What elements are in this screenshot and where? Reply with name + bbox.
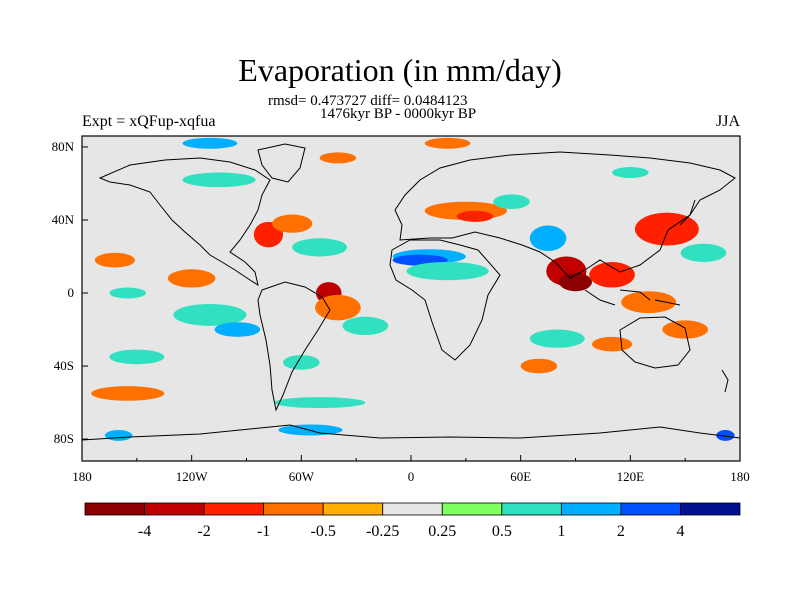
colorbar-swatch xyxy=(680,502,741,516)
colorbar-swatch xyxy=(263,502,324,516)
colorbar-swatch xyxy=(441,502,503,516)
field-patch xyxy=(529,329,585,348)
chart-title: Evaporation (in mm/day) xyxy=(238,52,562,88)
field-patch xyxy=(589,261,635,288)
colorbar-swatch xyxy=(560,502,622,516)
colorbar-label: -2 xyxy=(197,523,210,540)
field-patch xyxy=(634,212,699,246)
field-patch xyxy=(621,291,677,314)
colorbar-swatch xyxy=(382,502,443,516)
field-patch xyxy=(109,349,165,365)
coastline-new-zealand xyxy=(721,369,729,393)
coastlines xyxy=(82,143,740,441)
colorbar-swatch xyxy=(144,502,205,516)
colorbar-label: -0.5 xyxy=(311,523,336,540)
colorbar-label: 0.5 xyxy=(492,523,512,540)
field-patch xyxy=(292,238,348,257)
field-patch xyxy=(182,137,238,149)
field-patch xyxy=(214,322,261,337)
field-patch xyxy=(612,167,649,178)
season-label: JJA xyxy=(715,113,740,130)
lon-tick-label: 180 xyxy=(72,469,92,484)
coastline-south-america xyxy=(257,281,331,412)
field-patch xyxy=(424,137,471,149)
lat-tick-label: 0 xyxy=(68,285,75,300)
field-patch xyxy=(91,386,165,401)
longitude-axis: 180 120W 60W 0 60E 120E 180 xyxy=(72,455,750,484)
field-patch xyxy=(94,252,136,268)
field-patch xyxy=(273,397,366,409)
colorbar: -4 -2 -1 -0.5 -0.25 0.25 0.5 1 2 4 xyxy=(84,502,741,540)
experiment-label: Expt = xQFup-xqfua xyxy=(82,113,216,130)
coastline-indonesia xyxy=(584,289,681,306)
stats-line: rmsd= 0.473727 diff= 0.0484123 xyxy=(268,93,468,109)
coastline-greenland xyxy=(257,143,306,183)
field-patch xyxy=(104,429,133,441)
field-patch xyxy=(173,303,247,326)
coastline-australia xyxy=(619,316,691,369)
field-patch xyxy=(319,152,357,164)
lat-tick-label: 40N xyxy=(52,212,75,227)
colorbar-swatch xyxy=(322,502,384,516)
colorbar-label: 4 xyxy=(676,523,684,540)
colorbar-label: -0.25 xyxy=(366,523,399,540)
lat-tick-label: 80N xyxy=(52,139,75,154)
field-patch xyxy=(520,358,558,374)
field-patch xyxy=(182,172,256,188)
lon-tick-label: 120W xyxy=(176,469,209,484)
field-patch xyxy=(591,336,633,352)
field-patch xyxy=(272,214,313,233)
colorbar-swatch xyxy=(501,502,562,516)
evaporation-field xyxy=(91,137,735,441)
lon-tick-label: 0 xyxy=(408,469,415,484)
lat-tick-label: 80S xyxy=(54,431,74,446)
lon-tick-label: 60E xyxy=(510,469,531,484)
lon-tick-label: 180 xyxy=(730,469,750,484)
coastline-north-america xyxy=(98,157,271,287)
field-patch xyxy=(167,269,216,288)
colorbar-label: 2 xyxy=(617,523,625,540)
field-patch xyxy=(680,243,727,262)
latitude-axis: 80N 40N 0 40S 80S xyxy=(52,139,88,446)
field-patch xyxy=(716,429,735,441)
coastline-africa xyxy=(389,239,501,361)
field-patch xyxy=(109,287,146,299)
field-patch xyxy=(493,194,530,210)
field-patch xyxy=(529,225,567,252)
lon-tick-label: 120E xyxy=(617,469,645,484)
field-patch xyxy=(283,355,320,370)
field-patch xyxy=(315,294,361,321)
colorbar-label: 0.25 xyxy=(428,523,456,540)
coastline-antarctica xyxy=(82,424,740,441)
period-line: 1476kyr BP - 0000kyr BP xyxy=(320,106,477,122)
colorbar-swatch xyxy=(84,502,145,516)
colorbar-label: -1 xyxy=(257,523,270,540)
field-patch xyxy=(406,261,489,281)
colorbar-label: 1 xyxy=(557,523,565,540)
lon-tick-label: 60W xyxy=(289,469,315,484)
coastline-japan xyxy=(679,199,696,226)
coastline-europe-asia xyxy=(394,151,736,279)
field-patch xyxy=(342,316,389,336)
lat-tick-label: 40S xyxy=(54,358,74,373)
field-patch xyxy=(456,210,494,222)
colorbar-swatch xyxy=(620,502,681,516)
colorbar-swatch xyxy=(203,502,265,516)
colorbar-label: -4 xyxy=(138,523,151,540)
field-patch xyxy=(559,272,592,292)
